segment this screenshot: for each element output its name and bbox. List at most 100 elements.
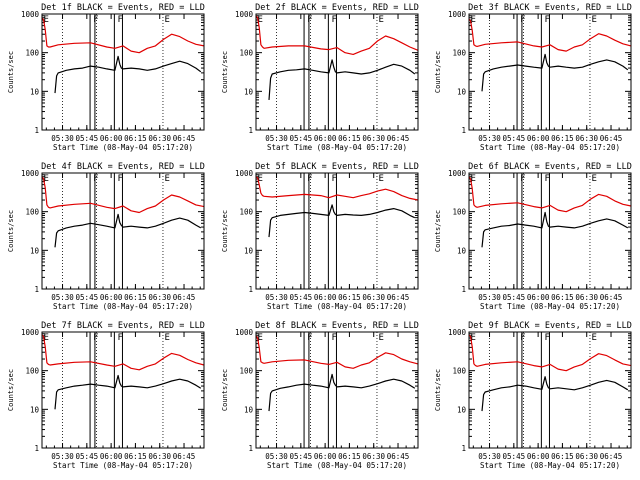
- panel-6-ytick-label: 10: [457, 246, 467, 255]
- panel-1-marker-letter: F: [117, 15, 122, 25]
- panel-2-ytick-label: 100: [239, 49, 253, 58]
- panel-3-ytick-label: 1: [461, 126, 466, 135]
- panel-5-events-line: [268, 204, 416, 238]
- panel-4-xtick-label: 05:45: [76, 293, 99, 302]
- panel-7-events-line: [54, 374, 202, 410]
- panel-2-events-line: [268, 59, 416, 100]
- panel-5-xtick-label: 06:45: [387, 293, 410, 302]
- panel-2-xtick-label: 05:30: [265, 134, 288, 143]
- panel-8-ylabel: Counts/sec: [221, 369, 229, 411]
- panel-3-xtick-label: 06:45: [600, 134, 623, 143]
- panel-5-xtick-label: 06:00: [314, 293, 337, 302]
- panel-1-ytick-label: 1000: [21, 10, 40, 19]
- panel-4-ytick-label: 1000: [21, 169, 40, 178]
- panel-5-lld-line: [255, 176, 419, 201]
- panel-4-marker-letter: F: [93, 174, 98, 184]
- panel-5-ytick-label: 100: [239, 208, 253, 217]
- panel-8-frame: [255, 331, 419, 449]
- panel-4-marker-letter: E: [44, 174, 49, 184]
- panel-6-marker-letter: E: [591, 174, 596, 184]
- panel-2-ytick-label: 10: [244, 87, 254, 96]
- panel-9-lld-line: [468, 334, 632, 372]
- panel-1-ylabel: Counts/sec: [7, 51, 15, 93]
- panel-1-marker-letter: F: [93, 15, 98, 25]
- panel-8-ytick-label: 1000: [235, 328, 254, 337]
- panel-7-ytick-label: 100: [25, 367, 39, 376]
- panel-1-marker-letter: E: [44, 15, 49, 25]
- panel-4-xtick-label: 06:45: [173, 293, 196, 302]
- panel-5-marker-letter: E: [258, 174, 263, 184]
- panel-9-xtick-label: 06:45: [600, 452, 623, 461]
- panel-1-events-line: [54, 55, 202, 94]
- panel-7-xtick-label: 06:45: [173, 452, 196, 461]
- panel-9-frame: [468, 331, 632, 449]
- panel-2-xtick-label: 06:15: [338, 134, 361, 143]
- panel-6-ytick-label: 100: [452, 208, 466, 217]
- panel-4-xtick-label: 06:15: [124, 293, 147, 302]
- panel-3-ytick-label: 100: [452, 49, 466, 58]
- panel-2-marker-letter: E: [378, 15, 383, 25]
- panel-1-lld-line: [41, 17, 205, 54]
- panel-8-marker-letter: E: [378, 333, 383, 343]
- panel-7-xtick-label: 06:15: [124, 452, 147, 461]
- panel-8-ytick-label: 100: [239, 367, 253, 376]
- panel-6-xlabel: Start Time (08-May-04 05:17:20): [480, 302, 620, 311]
- panel-4-ytick-label: 100: [25, 208, 39, 217]
- panel-5-marker-letter: E: [378, 174, 383, 184]
- panel-7-marker-letter: E: [164, 333, 169, 343]
- panel-9-xtick-label: 05:30: [478, 452, 501, 461]
- panel-8-xtick-label: 06:15: [338, 452, 361, 461]
- panel-6-events-line: [481, 211, 629, 248]
- panel-5-xlabel: Start Time (08-May-04 05:17:20): [267, 302, 407, 311]
- panel-2-lld-line: [255, 15, 419, 56]
- panel-6-marker-letter: F: [544, 174, 549, 184]
- panel-2-xtick-label: 06:30: [362, 134, 385, 143]
- panel-9-title: Det 9f BLACK = Events, RED = LLD: [468, 321, 632, 331]
- panel-8-xtick-label: 05:30: [265, 452, 288, 461]
- panel-4-xtick-label: 05:30: [51, 293, 74, 302]
- panel-8-title: Det 8f BLACK = Events, RED = LLD: [255, 321, 419, 331]
- panel-5-marker-letter: F: [331, 174, 336, 184]
- panel-5-ytick-label: 1: [248, 285, 253, 294]
- panel-5-xtick-label: 06:15: [338, 293, 361, 302]
- panel-4-marker-letter: F: [117, 174, 122, 184]
- panel-8-events-line: [268, 373, 416, 412]
- panel-6-xtick-label: 06:30: [575, 293, 598, 302]
- panel-7-ylabel: Counts/sec: [7, 369, 15, 411]
- panel-8-lld-line: [255, 335, 419, 369]
- panel-8-xtick-label: 05:45: [290, 452, 313, 461]
- panel-5-ytick-label: 1000: [235, 169, 254, 178]
- panel-4-ytick-label: 1: [34, 285, 39, 294]
- panel-4-lld-line: [41, 176, 205, 214]
- panel-1-frame: [41, 13, 205, 131]
- panel-1-xlabel: Start Time (08-May-04 05:17:20): [53, 143, 193, 152]
- panel-8-marker-letter: F: [331, 333, 336, 343]
- panel-1-xtick-label: 06:00: [100, 134, 123, 143]
- panel-7-xtick-label: 06:30: [148, 452, 171, 461]
- panel-6-xtick-label: 05:30: [478, 293, 501, 302]
- panel-1-marker-letter: E: [164, 15, 169, 25]
- panel-2-xlabel: Start Time (08-May-04 05:17:20): [267, 143, 407, 152]
- panel-2-marker-letter: E: [258, 15, 263, 25]
- panel-6-marker-letter: E: [471, 174, 476, 184]
- panel-9-marker-letter: E: [591, 333, 596, 343]
- panel-9-ytick-label: 1000: [448, 328, 467, 337]
- panel-6-lld-line: [468, 176, 632, 213]
- panel-8-marker-letter: F: [307, 333, 312, 343]
- panel-1-xtick-label: 06:30: [148, 134, 171, 143]
- panel-9-marker-letter: F: [544, 333, 549, 343]
- panel-7-ytick-label: 10: [30, 405, 40, 414]
- panel-2-ylabel: Counts/sec: [221, 51, 229, 93]
- panel-9-ytick-label: 10: [457, 405, 467, 414]
- panel-2-xtick-label: 06:00: [314, 134, 337, 143]
- panel-7-title: Det 7f BLACK = Events, RED = LLD: [41, 321, 205, 331]
- panel-9-xlabel: Start Time (08-May-04 05:17:20): [480, 461, 620, 470]
- panel-7-marker-letter: F: [93, 333, 98, 343]
- panel-2-marker-letter: F: [307, 15, 312, 25]
- panel-9-ylabel: Counts/sec: [434, 369, 442, 411]
- panel-7-ytick-label: 1000: [21, 328, 40, 337]
- panel-7-frame: [41, 331, 205, 449]
- panel-3-marker-letter: F: [520, 15, 525, 25]
- panel-8-xtick-label: 06:30: [362, 452, 385, 461]
- panel-3-events-line: [481, 53, 629, 92]
